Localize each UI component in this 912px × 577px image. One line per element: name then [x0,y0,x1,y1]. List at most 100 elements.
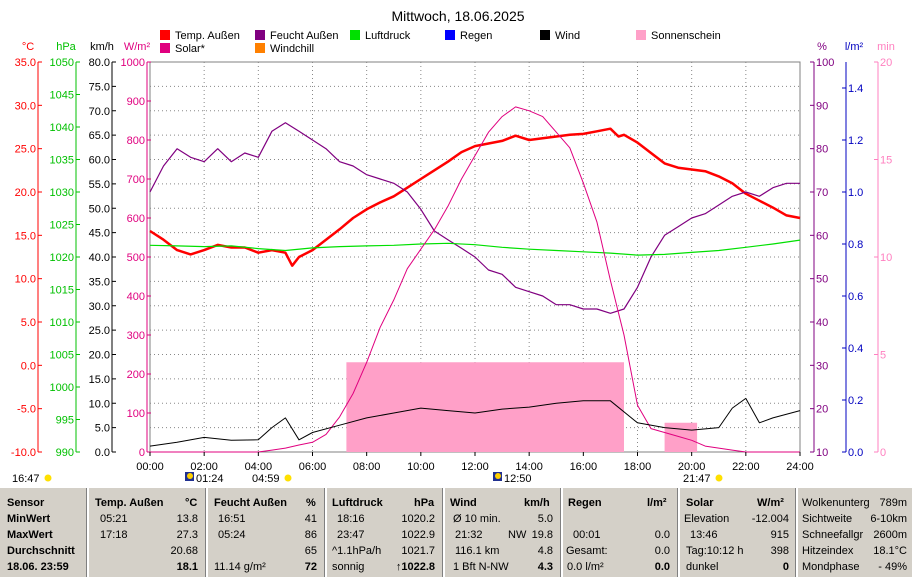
tick-label: 20.0 [15,187,36,199]
legend-swatch [160,30,170,40]
statistics-table: Sensor MinWert MaxWert Durchschnitt 18.0… [0,488,912,577]
snowline-value: 2600m [873,529,907,541]
tick-label: 55.0 [89,179,110,191]
legend-label: Luftdruck [365,30,411,42]
temp-min-time: 05:21 [100,513,128,525]
tick-label: -5.0 [17,404,36,416]
rain-unit: l/m² [647,497,667,509]
axis-unit-label: °C [22,41,34,53]
tick-label: 1025 [50,220,74,232]
tick-label: 70.0 [89,106,110,118]
axis-unit-label: l/m² [845,41,864,53]
tick-label: 10.0 [89,398,110,410]
x-tick-label: 12:00 [461,461,489,473]
rain-total-value: 0.0 [654,545,670,557]
tick-label: 0.4 [848,343,863,355]
humidity-avg-value: 65 [304,545,317,557]
tick-label: 40.0 [89,252,110,264]
tick-label: 20 [816,404,828,416]
tick-label: 10 [880,252,892,264]
sunshine-series [150,362,800,452]
tick-label: 0.6 [848,291,863,303]
tick-label: 50 [816,274,828,286]
current-timestamp: 18.06. 23:59 [7,561,69,573]
wind-header: Wind [450,497,477,509]
avg-label: Durchschnitt [7,545,75,557]
tick-label: 30 [816,360,828,372]
tick-label: 65.0 [89,130,110,142]
moon-icon-glyph [495,473,501,479]
solar-max-value: 915 [770,529,789,541]
tick-label: 5.0 [95,423,110,435]
tick-label: 5 [880,350,886,362]
tick-label: 800 [127,135,145,147]
tick-label: 200 [127,369,145,381]
humidity-header: Feucht Außen [214,497,287,509]
tick-label: 35.0 [89,276,110,288]
wind-current-value: 4.3 [537,561,553,573]
tick-label: 50.0 [89,203,110,215]
cloudbase-label: Wolkenunterg [802,497,870,509]
tick-label: 400 [127,291,145,303]
tick-label: 45.0 [89,228,110,240]
x-tick-label: 20:00 [678,461,706,473]
axis-unit-label: km/h [90,41,114,53]
wind-max-time: 21:32 [455,529,483,541]
solar-header: Solar [686,497,714,509]
solar-condition: dunkel [686,561,719,573]
pressure-unit: hPa [414,497,435,509]
tick-label: 15.0 [15,230,36,242]
wind-run: 116.1 km [455,545,500,557]
pressure-trend: ^1.1hPa/h [332,545,382,557]
visibility-label: Sichtweite [802,513,853,525]
solar-avg-value: 398 [770,545,789,557]
series-lines [149,106,801,453]
rain-current-value: 0.0 [654,561,670,573]
pressure-header: Luftdruck [332,497,383,509]
pressure-current-value: ↑1022.8 [395,561,435,573]
heatindex-label: Hitzeindex [802,545,854,557]
temp-current-value: 18.1 [176,561,198,573]
tick-label: 1020 [50,252,74,264]
x-tick-label: 22:00 [732,461,760,473]
legend-swatch [160,43,170,53]
sunshine-area [150,362,800,452]
x-axis: 00:00 02:00 04:00 06:00 08:00 10:00 12:00 14:00… [136,452,814,473]
axis-unit-label: min [877,41,895,53]
temp-max-value: 27.3 [176,529,198,541]
tick-label: 75.0 [89,81,110,93]
heatindex-value: 18.1°C [873,545,907,557]
wind-avg10-label: Ø 10 min. [453,513,501,525]
legend: Temp. Außen Feucht Außen Luftdruck Regen Win… [160,30,721,55]
tick-label: 900 [127,96,145,108]
humidity-max-time: 05:24 [218,529,246,541]
rain-rate: 0.0 l/m² [567,561,604,573]
tick-label: 15.0 [89,374,110,386]
solar-unit: W/m² [757,497,784,509]
pressure-avg-value: 1021.7 [401,545,435,557]
legend-swatch [540,30,550,40]
legend-swatch [636,30,646,40]
pressure-min-time: 18:16 [337,513,365,525]
visibility-value: 6-10km [870,513,907,525]
rain-total-label: Gesamt: [566,545,608,557]
marker-time-label: 01:24 [196,473,224,485]
tick-label: 60.0 [89,155,110,167]
x-tick-label: 00:00 [136,461,164,473]
tick-label: 80.0 [89,57,110,69]
x-tick-label: 02:00 [190,461,218,473]
snowline-label: Schneefallgr [802,529,864,541]
tick-label: 90 [816,100,828,112]
axes: 35.0 30.0 25.0 20.0 15.0 10.0 5.0 0.0 -5.0 -10.0 1… [11,57,892,459]
sun-icon [715,474,723,482]
x-tick-label: 16:00 [570,461,598,473]
moonphase-value: - 49% [878,561,907,573]
tick-label: 20.0 [89,350,110,362]
tick-label: 1000 [121,57,145,69]
x-tick-label: 08:00 [353,461,381,473]
tick-label: 100 [127,408,145,420]
wind-avg10-value: 5.0 [537,513,553,525]
solar-daylength: Tag:10:12 h [686,545,744,557]
tick-label: 70 [816,187,828,199]
marker-time-label: 04:59 [252,473,280,485]
